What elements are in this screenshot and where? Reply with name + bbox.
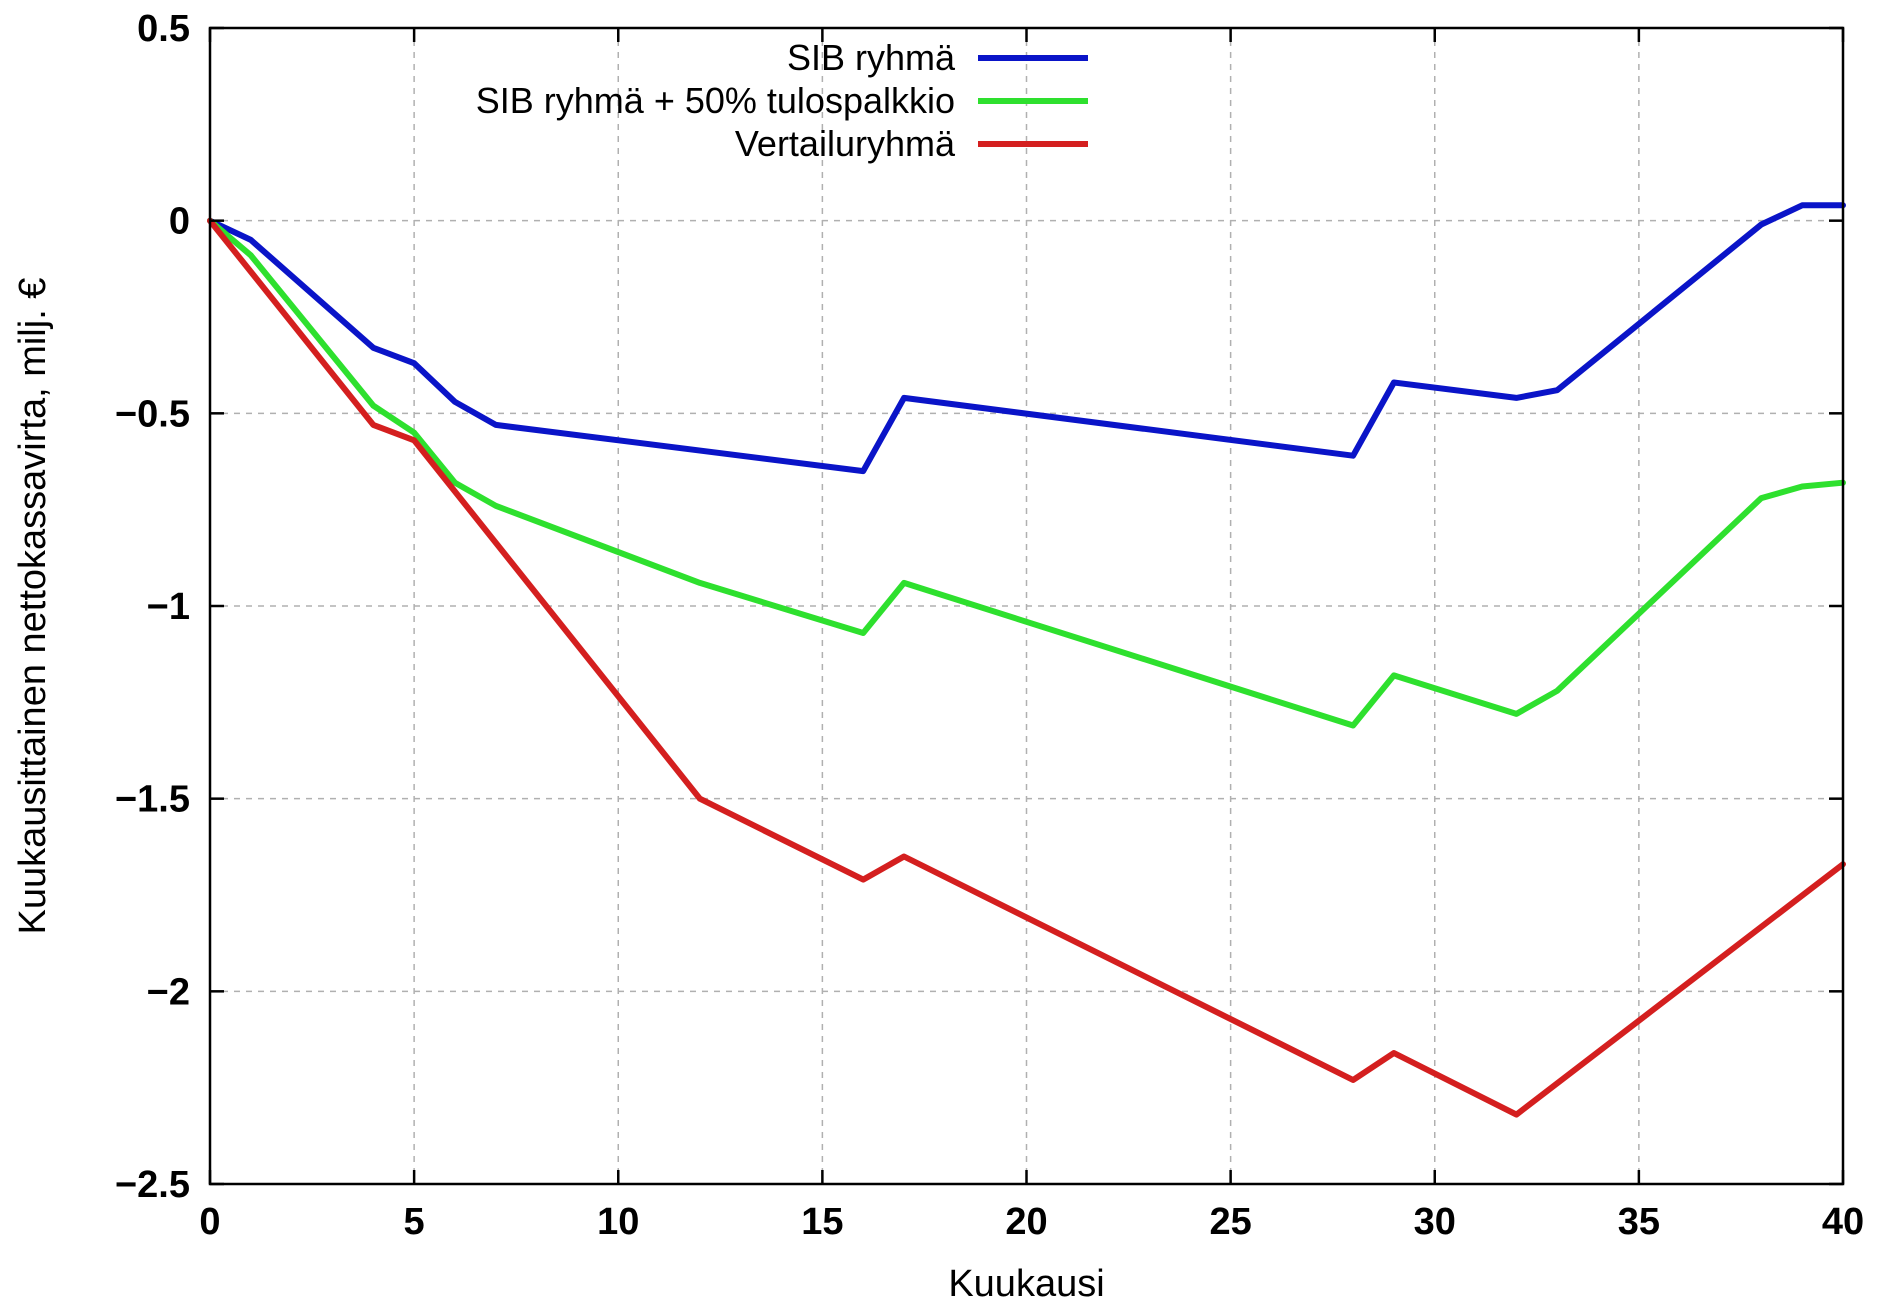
x-tick-label: 5 [404,1201,425,1243]
y-axis-title: Kuukausittainen nettokassavirta, milj. € [12,278,54,935]
x-axis-title: Kuukausi [948,1263,1104,1305]
grid-lines [210,28,1843,1184]
x-tick-label: 40 [1822,1201,1864,1243]
series-line-3 [207,217,1846,1118]
x-tick-label: 30 [1414,1201,1456,1243]
y-tick-label: −0.5 [115,393,190,435]
x-tick-label: 0 [199,1201,220,1243]
y-tick-label: 0 [169,201,190,243]
x-tick-label: 20 [1005,1201,1047,1243]
x-tick-label: 35 [1618,1201,1660,1243]
y-tick-label: 0.5 [137,8,190,50]
series-lines [207,202,1846,1118]
x-tick-label: 25 [1209,1201,1251,1243]
legend-label-2: SIB ryhmä + 50% tulospalkkio [476,80,955,121]
legend-label-1: SIB ryhmä [787,37,956,78]
legend-label-3: Vertailuryhmä [735,123,956,164]
y-tick-labels: 0.5 0 −0.5 −1 −1.5 −2 −2.5 [115,8,190,1206]
x-tick-labels: 0 5 10 15 20 25 30 35 40 [199,1201,1864,1243]
axis-ticks [208,26,1845,1186]
y-tick-label: −1 [147,586,190,628]
x-tick-label: 15 [801,1201,843,1243]
x-tick-label: 10 [597,1201,639,1243]
y-tick-label: −2 [147,971,190,1013]
y-tick-label: −2.5 [115,1164,190,1206]
series-line-2 [207,217,1846,729]
y-tick-label: −1.5 [115,779,190,821]
series-line-1 [207,202,1846,475]
